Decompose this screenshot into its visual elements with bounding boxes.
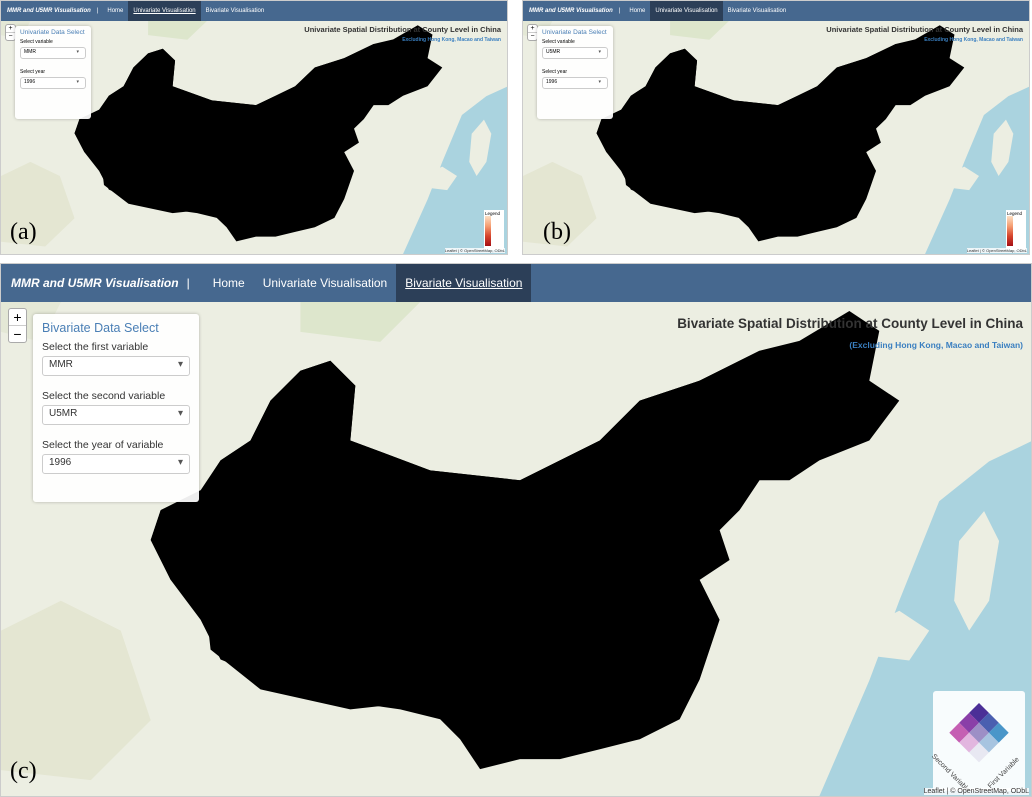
nav-link[interactable]: Univariate Visualisation — [262, 276, 388, 290]
sidebar-title: Univariate Data Select — [542, 29, 607, 36]
legend-scale — [485, 216, 491, 246]
field-label: Select variable — [20, 39, 53, 45]
field-label: Select the year of variable — [42, 439, 164, 451]
map-title: Univariate Spatial Distribution at Count… — [304, 25, 501, 34]
panel-label: (c) — [10, 758, 37, 784]
nav-link[interactable]: Univariate Visualisation — [128, 1, 201, 21]
brand: MMR and U5MR Visualisation — [7, 8, 91, 14]
zoom-out[interactable]: − — [13, 326, 22, 342]
map-title: Bivariate Spatial Distribution at County… — [677, 316, 1023, 331]
nav-link[interactable]: Home — [107, 8, 124, 14]
legend: Legend — [484, 210, 504, 250]
legend-title: Legend — [1007, 211, 1023, 216]
zoom-in[interactable]: + — [9, 309, 26, 326]
separator: | — [96, 8, 99, 14]
select[interactable]: MMR — [42, 356, 190, 376]
attribution: Leaflet | © OpenStreetMap, ODbL — [966, 248, 1027, 253]
legend-scale — [1007, 216, 1013, 246]
nav-link[interactable]: Home — [629, 8, 646, 14]
nav-link[interactable]: Home — [212, 276, 245, 290]
separator: | — [618, 8, 621, 14]
nav-link[interactable]: Bivariate Visualisation — [727, 8, 787, 14]
select[interactable]: U5MR — [542, 47, 608, 59]
brand: MMR and U5MR Visualisation — [11, 276, 179, 290]
select[interactable]: MMR — [20, 47, 86, 59]
sidebar: Bivariate Data Select Select the first v… — [33, 314, 199, 502]
nav-link[interactable]: Bivariate Visualisation — [396, 264, 532, 302]
zoom-in[interactable]: + — [6, 25, 15, 33]
select[interactable]: 1996 — [42, 454, 190, 474]
attribution: Leaflet | © OpenStreetMap, ODbL — [444, 248, 505, 253]
map-subtitle: Excluding Hong Kong, Macao and Taiwan — [924, 37, 1023, 43]
navbar: MMR and U5MR Visualisation | Home Univar… — [1, 264, 1031, 302]
panel-b: MMR and U5MR Visualisation | Home Univar… — [522, 0, 1030, 255]
zoom-in[interactable]: + — [528, 25, 537, 33]
zoom-control: + − — [8, 308, 27, 343]
navbar: MMR and U5MR Visualisation | Home Univar… — [523, 1, 1029, 21]
panel-c: MMR and U5MR Visualisation | Home Univar… — [0, 263, 1032, 797]
sidebar: Univariate Data Select Select variable U… — [537, 26, 613, 119]
legend: Legend — [1006, 210, 1026, 250]
legend-grid — [949, 703, 1009, 763]
panel-label: (b) — [543, 219, 571, 245]
separator: | — [186, 276, 190, 290]
legend-title: Legend — [485, 211, 501, 216]
nav-link[interactable]: Bivariate Visualisation — [205, 8, 265, 14]
select[interactable]: 1996 — [20, 77, 86, 89]
sidebar-title: Univariate Data Select — [20, 29, 85, 36]
map-title: Univariate Spatial Distribution at Count… — [826, 25, 1023, 34]
sidebar-title: Bivariate Data Select — [42, 321, 159, 335]
brand: MMR and U5MR Visualisation — [529, 8, 613, 14]
panel-label: (a) — [10, 219, 37, 245]
bivariate-legend: Second Variable First Variable — [930, 691, 1025, 794]
field-label: Select variable — [542, 39, 575, 45]
panel-a: MMR and U5MR Visualisation | Home Univar… — [0, 0, 508, 255]
field-label: Select year — [542, 69, 568, 75]
nav-link[interactable]: Univariate Visualisation — [650, 1, 723, 21]
field-label: Select year — [20, 69, 46, 75]
field-label: Select the second variable — [42, 390, 166, 402]
zoom-out[interactable]: − — [530, 33, 535, 40]
map-subtitle: Excluding Hong Kong, Macao and Taiwan — [402, 37, 501, 43]
zoom-out[interactable]: − — [8, 33, 13, 40]
field-label: Select the first variable — [42, 341, 149, 353]
sidebar: Univariate Data Select Select variable M… — [15, 26, 91, 119]
navbar: MMR and U5MR Visualisation | Home Univar… — [1, 1, 507, 21]
attribution: Leaflet | © OpenStreetMap, ODbL — [923, 788, 1029, 795]
select[interactable]: U5MR — [42, 405, 190, 425]
map-subtitle: (Excluding Hong Kong, Macao and Taiwan) — [849, 340, 1023, 350]
select[interactable]: 1996 — [542, 77, 608, 89]
